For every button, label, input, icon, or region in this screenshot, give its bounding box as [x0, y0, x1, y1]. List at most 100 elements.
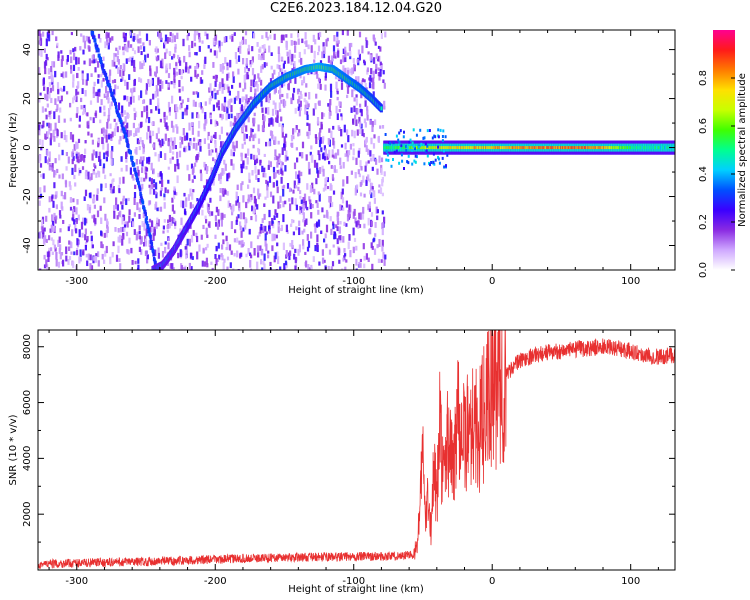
noise-cell	[179, 142, 182, 149]
noise-cell	[323, 156, 327, 161]
noise-cell	[252, 96, 255, 101]
noise-cell	[358, 212, 361, 220]
noise-cell	[52, 61, 56, 68]
noise-cell	[192, 142, 195, 149]
noise-cell	[270, 52, 273, 57]
noise-cell	[113, 92, 116, 97]
noise-cell	[42, 237, 46, 244]
x-tick-label: -100	[342, 576, 365, 587]
noise-cell	[268, 227, 271, 234]
noise-cell	[237, 55, 241, 62]
noise-cell	[285, 42, 288, 51]
noise-cell	[224, 163, 227, 171]
noise-cell	[282, 201, 285, 208]
noise-cell	[324, 233, 327, 239]
noise-cell	[216, 258, 220, 262]
noise-cell	[63, 135, 66, 140]
snr-series-line	[38, 330, 675, 570]
noise-cell	[155, 192, 158, 199]
noise-cell	[173, 191, 176, 195]
noise-cell	[132, 221, 135, 227]
noise-cell	[97, 170, 100, 175]
noise-cell	[319, 137, 322, 144]
noise-cell	[187, 32, 190, 37]
noise-cell	[333, 155, 336, 159]
noise-cell	[177, 54, 180, 59]
noise-cell	[95, 58, 98, 63]
noise-cell	[180, 200, 183, 208]
noise-cell	[191, 127, 194, 135]
noise-cell	[295, 147, 298, 151]
noise-cell	[165, 122, 168, 130]
noise-cell	[338, 259, 341, 264]
noise-cell	[328, 111, 331, 119]
noise-cell	[278, 169, 281, 175]
noise-cell	[50, 237, 53, 241]
noise-cell	[77, 57, 80, 65]
transition-cell	[395, 134, 398, 138]
noise-cell	[214, 215, 217, 221]
noise-cell	[371, 263, 374, 270]
noise-cell	[44, 93, 47, 100]
noise-cell	[116, 126, 119, 133]
noise-cell	[308, 196, 311, 202]
noise-cell	[271, 118, 275, 127]
noise-cell	[270, 117, 273, 125]
noise-cell	[109, 183, 112, 191]
noise-cell	[152, 233, 155, 241]
noise-cell	[50, 97, 53, 104]
noise-cell	[333, 52, 336, 59]
noise-cell	[358, 128, 361, 134]
x-tick-label: 0	[489, 576, 495, 587]
noise-cell	[265, 179, 268, 184]
noise-cell	[244, 153, 247, 159]
noise-cell	[73, 174, 76, 180]
noise-cell	[86, 260, 89, 267]
noise-cell	[366, 109, 369, 115]
noise-cell	[106, 223, 109, 229]
noise-cell	[313, 59, 316, 63]
noise-cell	[317, 209, 320, 215]
noise-cell	[113, 52, 116, 61]
descending-trace-cell	[149, 234, 152, 239]
noise-cell	[348, 204, 351, 213]
noise-cell	[328, 105, 331, 112]
noise-cell	[43, 227, 46, 232]
transition-cell	[393, 150, 396, 154]
noise-cell	[346, 156, 349, 162]
noise-cell	[338, 247, 341, 256]
noise-cell	[283, 263, 286, 270]
noise-cell	[55, 191, 58, 198]
descending-trace-cell	[139, 194, 143, 198]
noise-cell	[253, 248, 256, 256]
descending-trace-cell	[101, 66, 104, 71]
noise-cell	[221, 188, 224, 195]
noise-cell	[316, 242, 319, 248]
noise-cell	[265, 62, 268, 67]
noise-cell	[323, 214, 326, 218]
noise-cell	[82, 217, 85, 225]
noise-cell	[160, 173, 163, 180]
noise-cell	[38, 200, 41, 206]
noise-cell	[294, 265, 297, 270]
noise-cell	[371, 121, 374, 128]
noise-cell	[53, 136, 56, 142]
noise-cell	[261, 267, 264, 270]
noise-cell	[71, 217, 74, 221]
noise-cell	[172, 267, 175, 270]
noise-cell	[254, 159, 257, 164]
noise-cell	[292, 231, 295, 236]
noise-cell	[38, 155, 41, 164]
noise-cell	[133, 50, 137, 55]
transition-cell	[403, 167, 405, 170]
noise-cell	[133, 212, 136, 217]
noise-cell	[168, 222, 171, 229]
noise-cell	[269, 78, 273, 84]
noise-cell	[96, 95, 99, 103]
noise-cell	[303, 220, 307, 227]
noise-cell	[72, 81, 75, 88]
noise-cell	[110, 133, 113, 139]
noise-cell	[230, 205, 233, 210]
noise-cell	[344, 67, 347, 75]
transition-cell	[387, 158, 390, 162]
